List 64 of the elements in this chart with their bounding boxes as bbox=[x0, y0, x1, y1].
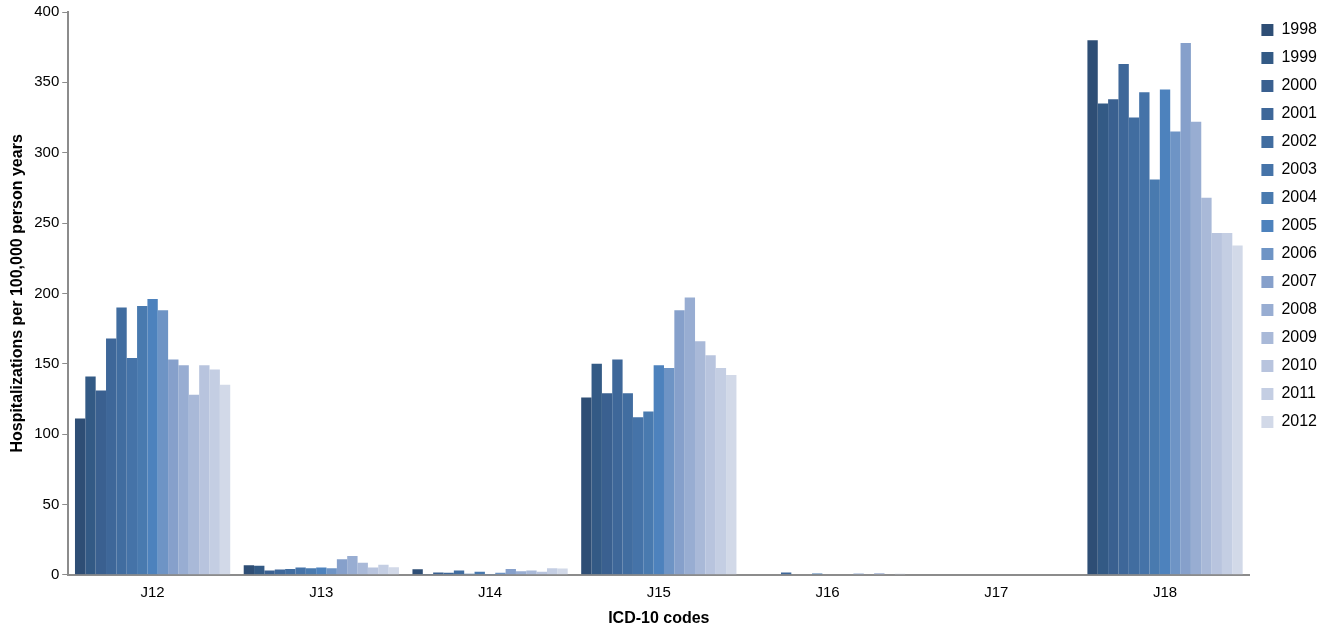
bar bbox=[1232, 245, 1243, 575]
bar bbox=[1087, 40, 1098, 575]
bar bbox=[157, 310, 169, 575]
bar bbox=[347, 556, 358, 575]
bar bbox=[1201, 197, 1212, 575]
bar bbox=[663, 367, 675, 575]
bar bbox=[695, 341, 706, 575]
legend-label: 2006 bbox=[1281, 244, 1318, 262]
legend-label: 1999 bbox=[1281, 48, 1318, 66]
y-tick-label: 50 bbox=[42, 494, 60, 512]
bar bbox=[188, 394, 200, 575]
legend-label: 2003 bbox=[1281, 160, 1318, 178]
y-tick-label: 200 bbox=[34, 283, 60, 301]
x-tick-label: J18 bbox=[1152, 582, 1178, 600]
y-tick-label: 150 bbox=[34, 353, 60, 371]
legend-label: 2007 bbox=[1281, 272, 1318, 290]
bar bbox=[581, 397, 592, 575]
bar bbox=[219, 384, 231, 575]
y-tick-label: 300 bbox=[34, 142, 60, 160]
bar bbox=[147, 299, 158, 575]
bar bbox=[1190, 121, 1202, 575]
y-tick-label: 250 bbox=[34, 213, 60, 231]
bar bbox=[726, 375, 737, 575]
bar bbox=[515, 571, 527, 575]
bar bbox=[653, 365, 664, 575]
y-tick-label: 100 bbox=[34, 424, 60, 442]
y-tick-label: 0 bbox=[50, 564, 60, 582]
y-tick-label: 400 bbox=[34, 2, 60, 20]
bar bbox=[1180, 42, 1191, 575]
x-tick-label: J13 bbox=[309, 582, 334, 600]
bar bbox=[74, 418, 86, 575]
x-tick-label: J14 bbox=[477, 582, 503, 600]
x-tick-label: J15 bbox=[646, 582, 671, 600]
legend-label: 2012 bbox=[1281, 412, 1318, 430]
bar bbox=[326, 568, 337, 575]
legend-label: 2000 bbox=[1281, 76, 1318, 94]
y-tick-label: 350 bbox=[34, 72, 60, 90]
legend-label: 1998 bbox=[1281, 20, 1318, 38]
bar bbox=[684, 297, 696, 575]
legend-label: 2001 bbox=[1281, 104, 1318, 122]
bar bbox=[168, 359, 179, 575]
x-tick-label: J12 bbox=[140, 582, 165, 600]
bar bbox=[388, 567, 399, 575]
bar bbox=[316, 567, 327, 575]
bar bbox=[1159, 89, 1171, 575]
bar bbox=[674, 310, 685, 575]
bar bbox=[243, 565, 255, 575]
bar bbox=[412, 569, 423, 575]
bar bbox=[336, 559, 348, 575]
legend-label: 2002 bbox=[1281, 132, 1318, 150]
y-axis-title: Hospitalizations per 100,000 person years bbox=[8, 134, 26, 453]
legend-label: 2010 bbox=[1281, 356, 1318, 374]
legend-label: 2005 bbox=[1281, 216, 1318, 234]
x-tick-label: J16 bbox=[815, 582, 840, 600]
bar bbox=[1170, 131, 1181, 575]
bar bbox=[557, 568, 568, 575]
bar bbox=[357, 562, 368, 575]
legend-label: 2009 bbox=[1281, 328, 1318, 346]
legend-label: 2004 bbox=[1281, 188, 1318, 206]
bar bbox=[178, 365, 189, 575]
legend-label: 2008 bbox=[1281, 300, 1318, 318]
x-axis-title: ICD-10 codes bbox=[608, 608, 710, 626]
legend-label: 2011 bbox=[1281, 384, 1316, 402]
x-tick-label: J17 bbox=[984, 582, 1009, 600]
